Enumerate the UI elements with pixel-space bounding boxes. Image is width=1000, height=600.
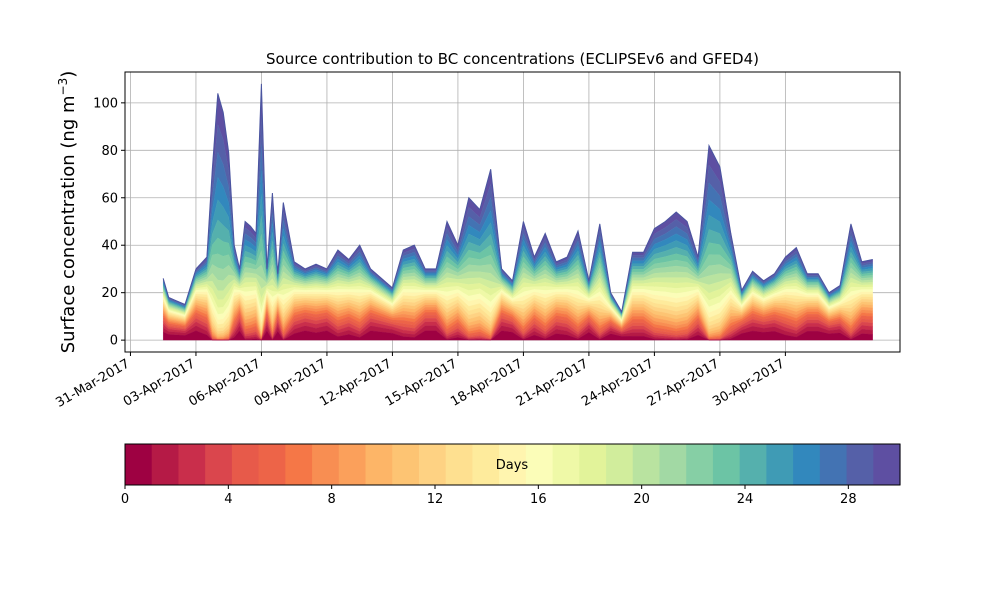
- x-tick-label: 12-Apr-2017: [317, 356, 394, 409]
- colorbar-label: Days: [496, 458, 529, 473]
- x-tick-label: 18-Apr-2017: [448, 356, 525, 409]
- colorbar-segment-6: [285, 444, 313, 485]
- colorbar-segment-17: [579, 444, 607, 485]
- colorbar-segment-27: [846, 444, 874, 485]
- colorbar-tick-label: 0: [121, 492, 129, 507]
- x-tick-label: 24-Apr-2017: [579, 356, 656, 409]
- colorbar-segment-14: [499, 444, 527, 485]
- colorbar-segment-3: [205, 444, 233, 485]
- y-tick-label: 20: [101, 286, 118, 301]
- colorbar-segment-24: [766, 444, 794, 485]
- colorbar-tick-label: 8: [328, 492, 336, 507]
- colorbar-segment-8: [338, 444, 367, 485]
- colorbar-segment-13: [472, 444, 500, 485]
- colorbar-segment-25: [793, 444, 821, 485]
- colorbar-segment-9: [365, 444, 393, 485]
- colorbar-segment-4: [231, 444, 260, 485]
- colorbar-segment-23: [739, 444, 767, 485]
- y-tick-label: 60: [101, 191, 118, 206]
- colorbar-tick-label: 4: [224, 492, 232, 507]
- colorbar-segment-7: [312, 444, 340, 485]
- area-band-day-0: [163, 330, 873, 341]
- colorbar-segment-5: [258, 444, 286, 485]
- colorbar-segment-12: [445, 444, 474, 485]
- colorbar-tick-label: 20: [633, 492, 650, 507]
- colorbar-segment-15: [525, 444, 554, 485]
- y-tick-label: 80: [101, 144, 118, 159]
- colorbar-segment-21: [686, 444, 714, 485]
- colorbar-segment-18: [606, 444, 634, 485]
- colorbar: 0 4 8 12 16 20 24 28: [121, 443, 901, 507]
- y-axis-label-text: Surface concentration (ng m: [58, 95, 79, 353]
- x-tick-label: 27-Apr-2017: [645, 356, 722, 409]
- colorbar-segment-16: [552, 444, 580, 485]
- y-tick-label: 0: [110, 334, 118, 349]
- colorbar-segment-22: [712, 444, 741, 485]
- colorbar-frame: [124, 443, 901, 486]
- chart-title: Source contribution to BC concentrations…: [266, 50, 759, 68]
- y-axis-label-close: ): [58, 71, 79, 78]
- y-tick-label: 40: [101, 239, 118, 254]
- y-axis-label: Surface concentration (ng m−3): [56, 71, 79, 354]
- plot-area: 0 20 40 60 80 100 31-Mar-201703-Apr-201706-Apr…: [53, 71, 901, 411]
- y-tick-label: 100: [93, 96, 118, 111]
- x-tick-label: 09-Apr-2017: [252, 356, 329, 409]
- x-tick-label: 06-Apr-2017: [186, 356, 263, 409]
- plot-frame: [124, 71, 901, 353]
- colorbar-segment-11: [418, 444, 447, 485]
- colorbar-tick-label: 16: [530, 492, 547, 507]
- colorbar-tick-label: 28: [840, 492, 857, 507]
- colorbar-segment-20: [659, 444, 687, 485]
- x-tick-label: 15-Apr-2017: [383, 356, 460, 409]
- total-concentration-line: [162, 83, 873, 314]
- x-tick-label: 31-Mar-2017: [53, 356, 132, 410]
- colorbar-tick-label: 12: [427, 492, 444, 507]
- colorbar-segment-2: [178, 444, 206, 485]
- x-tick-label: 03-Apr-2017: [121, 356, 198, 409]
- colorbar-tick-label: 24: [737, 492, 754, 507]
- colorbar-segment-19: [632, 444, 661, 485]
- x-tick-label: 30-Apr-2017: [710, 356, 787, 409]
- colorbar-segment-10: [392, 444, 420, 485]
- colorbar-segment-0: [125, 444, 153, 485]
- colorbar-segment-28: [873, 444, 901, 485]
- x-tick-label: 21-Apr-2017: [514, 356, 591, 409]
- y-axis-label-exponent: −3: [56, 78, 70, 96]
- colorbar-segment-1: [151, 444, 180, 485]
- colorbar-segment-26: [819, 444, 848, 485]
